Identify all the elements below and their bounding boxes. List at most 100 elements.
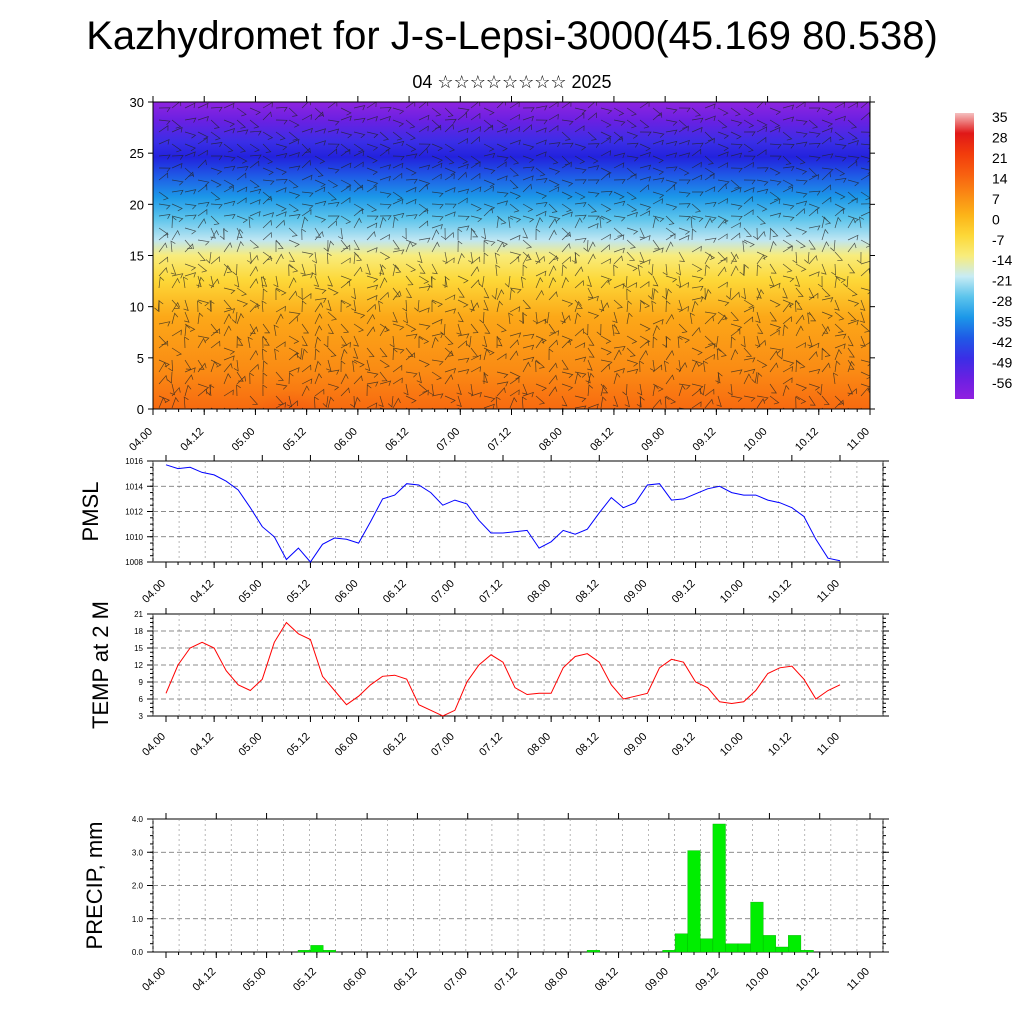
wind-barb <box>678 215 691 221</box>
wind-barb <box>496 216 503 229</box>
wind-barb <box>574 107 587 115</box>
wind-barb <box>211 155 223 161</box>
wind-barb <box>613 107 625 116</box>
xtick-label: 06.00 <box>333 731 361 759</box>
xtick-label: 08.12 <box>593 966 621 994</box>
wind-barb <box>834 208 845 217</box>
wind-barb <box>678 305 689 313</box>
wind-barb <box>652 288 659 301</box>
xtick-label: 06.00 <box>341 966 369 994</box>
wind-barb <box>821 263 827 275</box>
wind-barb <box>561 359 569 370</box>
wind-barb <box>392 198 404 205</box>
wind-barb <box>327 102 338 109</box>
wind-barb <box>444 187 456 193</box>
xtick-label: 07.00 <box>429 731 457 759</box>
wind-barb <box>210 131 221 141</box>
wind-barb <box>197 201 210 207</box>
wind-barb <box>340 115 352 122</box>
wind-barb <box>600 119 612 128</box>
ytick-label: 9 <box>139 678 144 687</box>
wind-barb <box>717 107 729 116</box>
wind-barb <box>847 347 855 358</box>
wind-barb <box>158 154 171 160</box>
wind-barb <box>236 119 247 129</box>
wind-barb <box>652 111 663 121</box>
wind-barb <box>626 173 637 181</box>
wind-barb <box>583 323 589 336</box>
wind-barb <box>816 383 823 396</box>
wind-barb <box>821 241 830 253</box>
precip-bar <box>712 823 726 953</box>
wind-barb <box>535 255 545 265</box>
wind-barb <box>379 215 392 221</box>
wind-barb <box>777 347 784 360</box>
wind-barb <box>314 325 323 337</box>
wind-barb <box>301 273 314 279</box>
wind-barb <box>782 203 795 210</box>
wind-barb <box>483 167 496 174</box>
wind-barb <box>717 372 723 385</box>
wind-barb <box>509 251 522 259</box>
wind-barb <box>340 348 348 361</box>
wind-barb <box>301 102 311 109</box>
wind-barb <box>197 208 208 217</box>
wind-barb <box>509 256 520 265</box>
wind-barb <box>470 227 479 238</box>
wind-barb <box>418 143 431 149</box>
wind-barb <box>522 115 534 122</box>
wind-barb <box>639 119 650 129</box>
wind-barb <box>327 143 340 149</box>
wind-barb <box>301 348 308 361</box>
wind-barb <box>236 197 247 205</box>
wind-barb <box>678 152 691 158</box>
wind-barb <box>678 191 691 198</box>
xtick-label: 08.12 <box>588 426 616 454</box>
wind-barb <box>769 347 782 354</box>
wind-barb <box>769 329 780 337</box>
wind-barb <box>444 395 456 404</box>
xtick-label: 10.00 <box>742 426 770 454</box>
wind-barb <box>756 102 766 109</box>
wind-barb <box>470 266 480 277</box>
wind-barb <box>327 311 338 321</box>
wind-barb <box>479 311 485 324</box>
wind-barb <box>431 371 442 381</box>
wind-barb <box>769 263 777 274</box>
wind-barb <box>769 299 781 308</box>
wind-barb <box>223 373 232 385</box>
wind-barb <box>223 362 233 373</box>
wind-barb <box>405 287 413 299</box>
wind-barb <box>600 171 611 181</box>
wind-barb <box>444 374 454 385</box>
wind-barb <box>561 264 567 277</box>
wind-barb <box>431 143 443 152</box>
wind-barb <box>262 131 274 140</box>
ytick-label: 1016 <box>125 457 143 466</box>
wind-barb <box>743 395 756 402</box>
wind-barb <box>795 155 806 165</box>
wind-barb <box>353 217 362 229</box>
xtick-label: 04.00 <box>140 578 168 606</box>
wind-barb <box>561 142 574 148</box>
wind-barb <box>834 323 844 333</box>
wind-barb <box>470 391 482 398</box>
wind-barb <box>483 347 495 356</box>
wind-barb <box>470 112 481 121</box>
wind-barb <box>652 215 665 223</box>
wind-barb <box>273 324 279 337</box>
wind-barb <box>847 388 858 397</box>
wind-barb <box>639 349 649 361</box>
wind-barb <box>327 323 334 335</box>
wind-barb <box>704 155 714 165</box>
wind-barb <box>457 333 470 339</box>
colorbar-label: -28 <box>992 293 1012 309</box>
wind-barb <box>637 383 643 396</box>
wind-barb <box>418 164 431 171</box>
wind-barb <box>717 151 729 157</box>
wind-barb <box>314 128 327 134</box>
colorbar-label: -14 <box>992 252 1012 268</box>
wind-barb <box>743 299 755 309</box>
xtick-label: 11.00 <box>815 578 842 605</box>
